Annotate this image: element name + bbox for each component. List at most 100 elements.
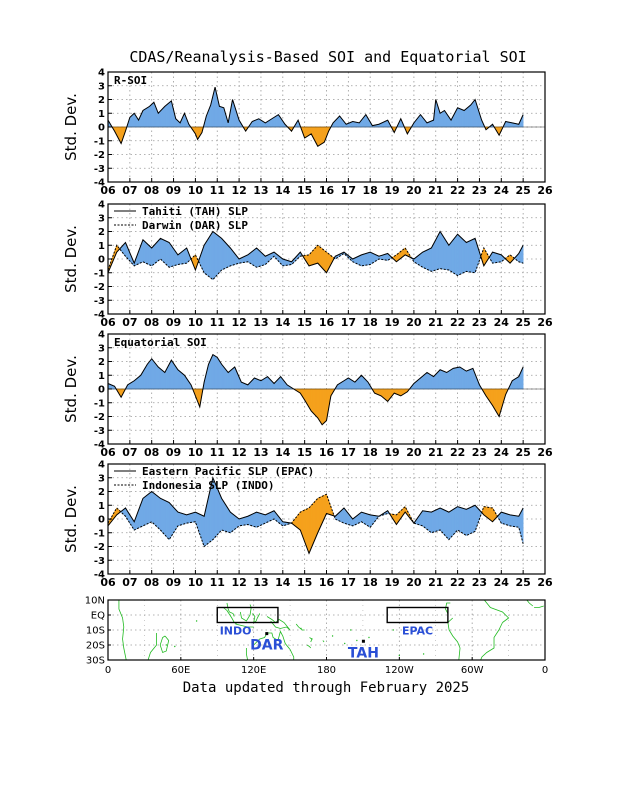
x-tick-label: 11 (210, 446, 225, 459)
x-tick-label: 17 (341, 316, 356, 329)
panel-label: R-SOI (114, 74, 147, 87)
panel-label: Equatorial SOI (114, 336, 207, 349)
y-tick-label: 2 (98, 95, 105, 106)
x-tick-label: 19 (384, 316, 399, 329)
map-lon-label: 180 (317, 665, 336, 676)
panel-equatorial-soi: 06 07 08 09 10 11 12 13 14 15 16 17 18 19 20 21 22 23 24 25… (62, 330, 553, 460)
x-tick-label: 23 (472, 316, 487, 329)
x-tick-label: 10 (188, 446, 204, 459)
series-line-tahiti-tah-slp (107, 230, 524, 274)
x-tick-label: 24 (494, 184, 510, 197)
x-tick-label: 23 (472, 184, 487, 197)
island (356, 639, 358, 642)
x-tick-label: 09 (166, 576, 181, 589)
y-tick-label: -2 (94, 542, 105, 553)
series-line-equatorial-soi (107, 353, 524, 426)
y-tick-label: -2 (94, 412, 105, 423)
y-tick-label: 4 (98, 200, 105, 211)
coastline (309, 637, 313, 643)
coastline (223, 607, 237, 625)
x-tick-label: 17 (341, 446, 356, 459)
island (398, 654, 401, 657)
y-tick-label: 4 (98, 68, 105, 79)
y-tick-label: -4 (94, 310, 105, 321)
y-tick-label: -4 (94, 178, 105, 189)
x-tick-label: 07 (122, 446, 137, 459)
x-tick-label: 22 (450, 184, 465, 197)
x-tick-label: 24 (494, 446, 510, 459)
y-tick-label: -4 (94, 570, 105, 581)
x-tick-label: 11 (210, 576, 225, 589)
x-tick-label: 20 (406, 316, 422, 329)
y-tick-label: 1 (98, 241, 105, 252)
map-lon-label: 0 (105, 665, 111, 676)
x-tick-label: 07 (122, 184, 137, 197)
x-tick-label: 17 (341, 576, 356, 589)
y-axis-label: Std. Dev. (62, 225, 80, 293)
x-tick-label: 26 (537, 576, 553, 589)
x-tick-label: 12 (231, 446, 246, 459)
x-tick-label: 16 (319, 184, 335, 197)
x-tick-label: 07 (122, 316, 137, 329)
y-tick-label: -1 (94, 268, 105, 279)
x-tick-label: 19 (384, 576, 399, 589)
island (165, 644, 167, 646)
x-tick-label: 18 (363, 184, 378, 197)
x-tick-label: 21 (428, 576, 443, 589)
y-tick-label: 1 (98, 501, 105, 512)
legend-entry: Indonesia SLP (INDO) (142, 479, 274, 492)
x-tick-label: 10 (188, 576, 204, 589)
y-tick-label: 3 (98, 81, 105, 92)
x-tick-label: 20 (406, 576, 422, 589)
y-tick-label: 1 (98, 371, 105, 382)
map-lat-label: EQ (91, 611, 105, 622)
island (368, 636, 370, 639)
station-label-dar: DAR (250, 638, 283, 654)
y-tick-label: -4 (94, 440, 105, 451)
island (331, 635, 334, 637)
coastline (480, 622, 503, 661)
x-tick-label: 25 (515, 184, 530, 197)
panel-epac-indo-slp: 06 07 08 09 10 11 12 13 14 15 16 17 18 19 20 21 22 23 24 25… (62, 460, 553, 590)
x-tick-label: 24 (494, 576, 510, 589)
x-tick-label: 12 (231, 576, 246, 589)
map-lat-label: 10S (86, 626, 105, 637)
x-tick-label: 14 (275, 184, 291, 197)
coastline (253, 630, 295, 660)
x-tick-label: 23 (472, 576, 487, 589)
x-tick-label: 10 (188, 316, 204, 329)
y-tick-label: 0 (98, 515, 105, 526)
x-tick-label: 11 (210, 316, 225, 329)
island (392, 629, 394, 631)
coastline (266, 616, 291, 631)
station-marker-tah (361, 639, 365, 643)
x-tick-label: 19 (384, 184, 399, 197)
x-tick-label: 14 (275, 316, 291, 329)
x-tick-label: 09 (166, 446, 181, 459)
x-tick-label: 06 (100, 316, 116, 329)
y-tick-label: -3 (94, 556, 105, 567)
island (174, 645, 176, 648)
y-tick-label: 3 (98, 343, 105, 354)
x-tick-label: 25 (515, 446, 530, 459)
x-tick-label: 22 (450, 316, 465, 329)
island (344, 642, 346, 645)
x-tick-label: 26 (537, 316, 553, 329)
series-line-r-soi (107, 87, 524, 147)
coastline (147, 633, 157, 661)
x-tick-label: 15 (297, 316, 312, 329)
coastline (447, 617, 461, 661)
x-tick-label: 06 (100, 184, 116, 197)
coastline (235, 623, 254, 628)
y-tick-label: 3 (98, 473, 105, 484)
x-tick-label: 21 (428, 446, 443, 459)
map-lon-label: 60W (461, 665, 484, 676)
x-tick-label: 25 (515, 316, 530, 329)
positive-fill-strip (522, 366, 524, 390)
y-tick-label: 0 (98, 385, 105, 396)
island (350, 629, 352, 631)
coastline (159, 635, 170, 654)
x-tick-label: 14 (275, 576, 291, 589)
